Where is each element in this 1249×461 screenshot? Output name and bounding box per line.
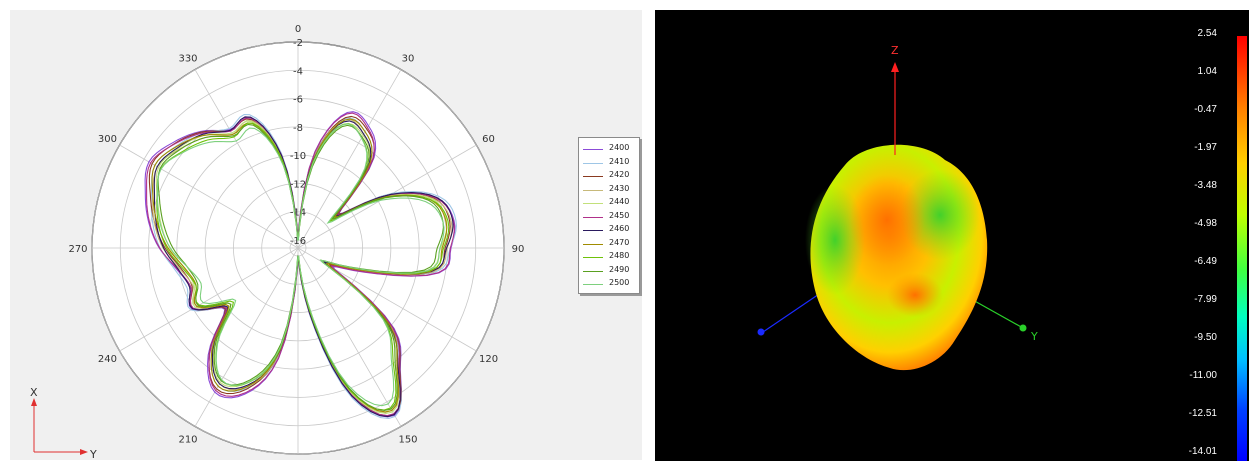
grid-spoke [297,247,402,427]
legend-item: 2460 [583,224,637,236]
legend-item: 2450 [583,211,637,223]
colorbar-tick-label: -12.51 [1188,408,1217,419]
colorbar-tick-label: -0.47 [1194,104,1217,115]
y-axis-label-3d: Y [1030,330,1038,343]
colorbar-tick-label: -11.00 [1189,370,1217,381]
legend-label: 2480 [609,251,630,260]
colorbar-tick-label: -9.50 [1194,332,1217,343]
colorbar-tick-label: -6.49 [1194,256,1217,267]
x-axis-label: X [30,386,38,399]
pattern-peak-region [887,273,943,317]
radial-label: -10 [290,151,306,162]
angle-label: 150 [398,435,417,446]
angle-label: 60 [482,134,495,145]
legend-item: 2430 [583,184,637,196]
legend-item: 2480 [583,251,637,263]
legend-swatch [583,189,603,191]
z-axis-line [762,289,826,333]
legend-swatch [583,203,603,204]
colorbar-tick-label: -14.01 [1188,446,1217,457]
legend-label: 2500 [609,278,630,287]
grid-spoke [194,247,299,427]
legend-item: 2500 [583,278,637,290]
radial-label: -14 [290,208,306,219]
angle-label: 0 [295,24,301,35]
radial-label: -6 [293,95,303,106]
grid-spoke [194,69,299,249]
radial-label: -4 [293,66,303,77]
legend-item: 2490 [583,265,637,277]
colorbar-tick-label: 2.54 [1197,28,1217,39]
green-axis-tip-icon [1019,324,1027,332]
angle-label: 120 [479,354,498,365]
grid-spoke [297,69,402,249]
legend-swatch [583,230,603,231]
legend-item: 2470 [583,238,637,250]
angle-label: 300 [98,134,117,145]
radial-label: -8 [293,123,303,134]
radial-label: -16 [290,236,306,247]
legend-swatch [583,149,603,150]
colorbar-tick-label: -1.97 [1194,142,1217,153]
legend-label: 2430 [609,183,630,193]
legend-item: 2420 [583,170,637,182]
legend-item: 2400 [583,143,637,155]
legend-label: 2490 [609,264,630,274]
angle-label: 30 [402,53,415,64]
angle-label: 270 [68,244,87,255]
legend-swatch [583,284,603,285]
blue-axis-tip-icon [757,328,765,336]
legend-swatch [583,270,603,272]
legend-swatch [583,257,603,258]
angle-label: 90 [512,244,525,255]
angle-label: 330 [178,53,197,64]
legend-label: 2440 [609,197,630,206]
z-arrow-icon [891,62,899,72]
polar-chart-panel: 0306090120150180210240270300330-2-4-6-8-… [10,10,642,460]
colorbar-tick-label: -4.98 [1194,218,1217,229]
legend-label: 2470 [609,237,630,247]
legend-label: 2450 [609,210,630,220]
legend-item: 2440 [583,197,637,209]
angle-label: 240 [98,354,117,365]
angle-label: 210 [178,435,197,446]
grid-spoke [119,247,299,352]
polar-plot: 0306090120150180210240270300330-2-4-6-8-… [30,24,525,460]
legend-swatch [583,243,603,245]
radial-label: -12 [290,179,306,190]
y-arrow-icon [80,449,88,455]
legend-swatch [583,176,603,177]
radial-label: -2 [293,38,303,49]
3d-radiation-view: ZY [757,44,1038,371]
colorbar [1237,36,1247,461]
legend: 2400 2410 2420 2430 2440 2450 2460 2470 2480 2490… [578,137,640,294]
legend-label: 2410 [609,156,630,166]
colorbar-tick-label: -7.99 [1194,294,1217,305]
colorbar-tick-label: 1.04 [1197,66,1217,77]
pattern-peak-region [849,175,925,265]
legend-swatch [583,162,603,164]
legend-label: 2420 [609,170,630,179]
colorbar-tick-label: -3.48 [1194,180,1217,191]
x-arrow-icon [31,398,37,406]
legend-label: 2460 [609,224,630,233]
legend-swatch [583,216,603,218]
z-axis-label: Z [891,44,899,57]
series-line [156,123,445,407]
y-axis-label: Y [89,448,97,460]
legend-item: 2410 [583,157,637,169]
legend-label: 2400 [609,143,630,152]
